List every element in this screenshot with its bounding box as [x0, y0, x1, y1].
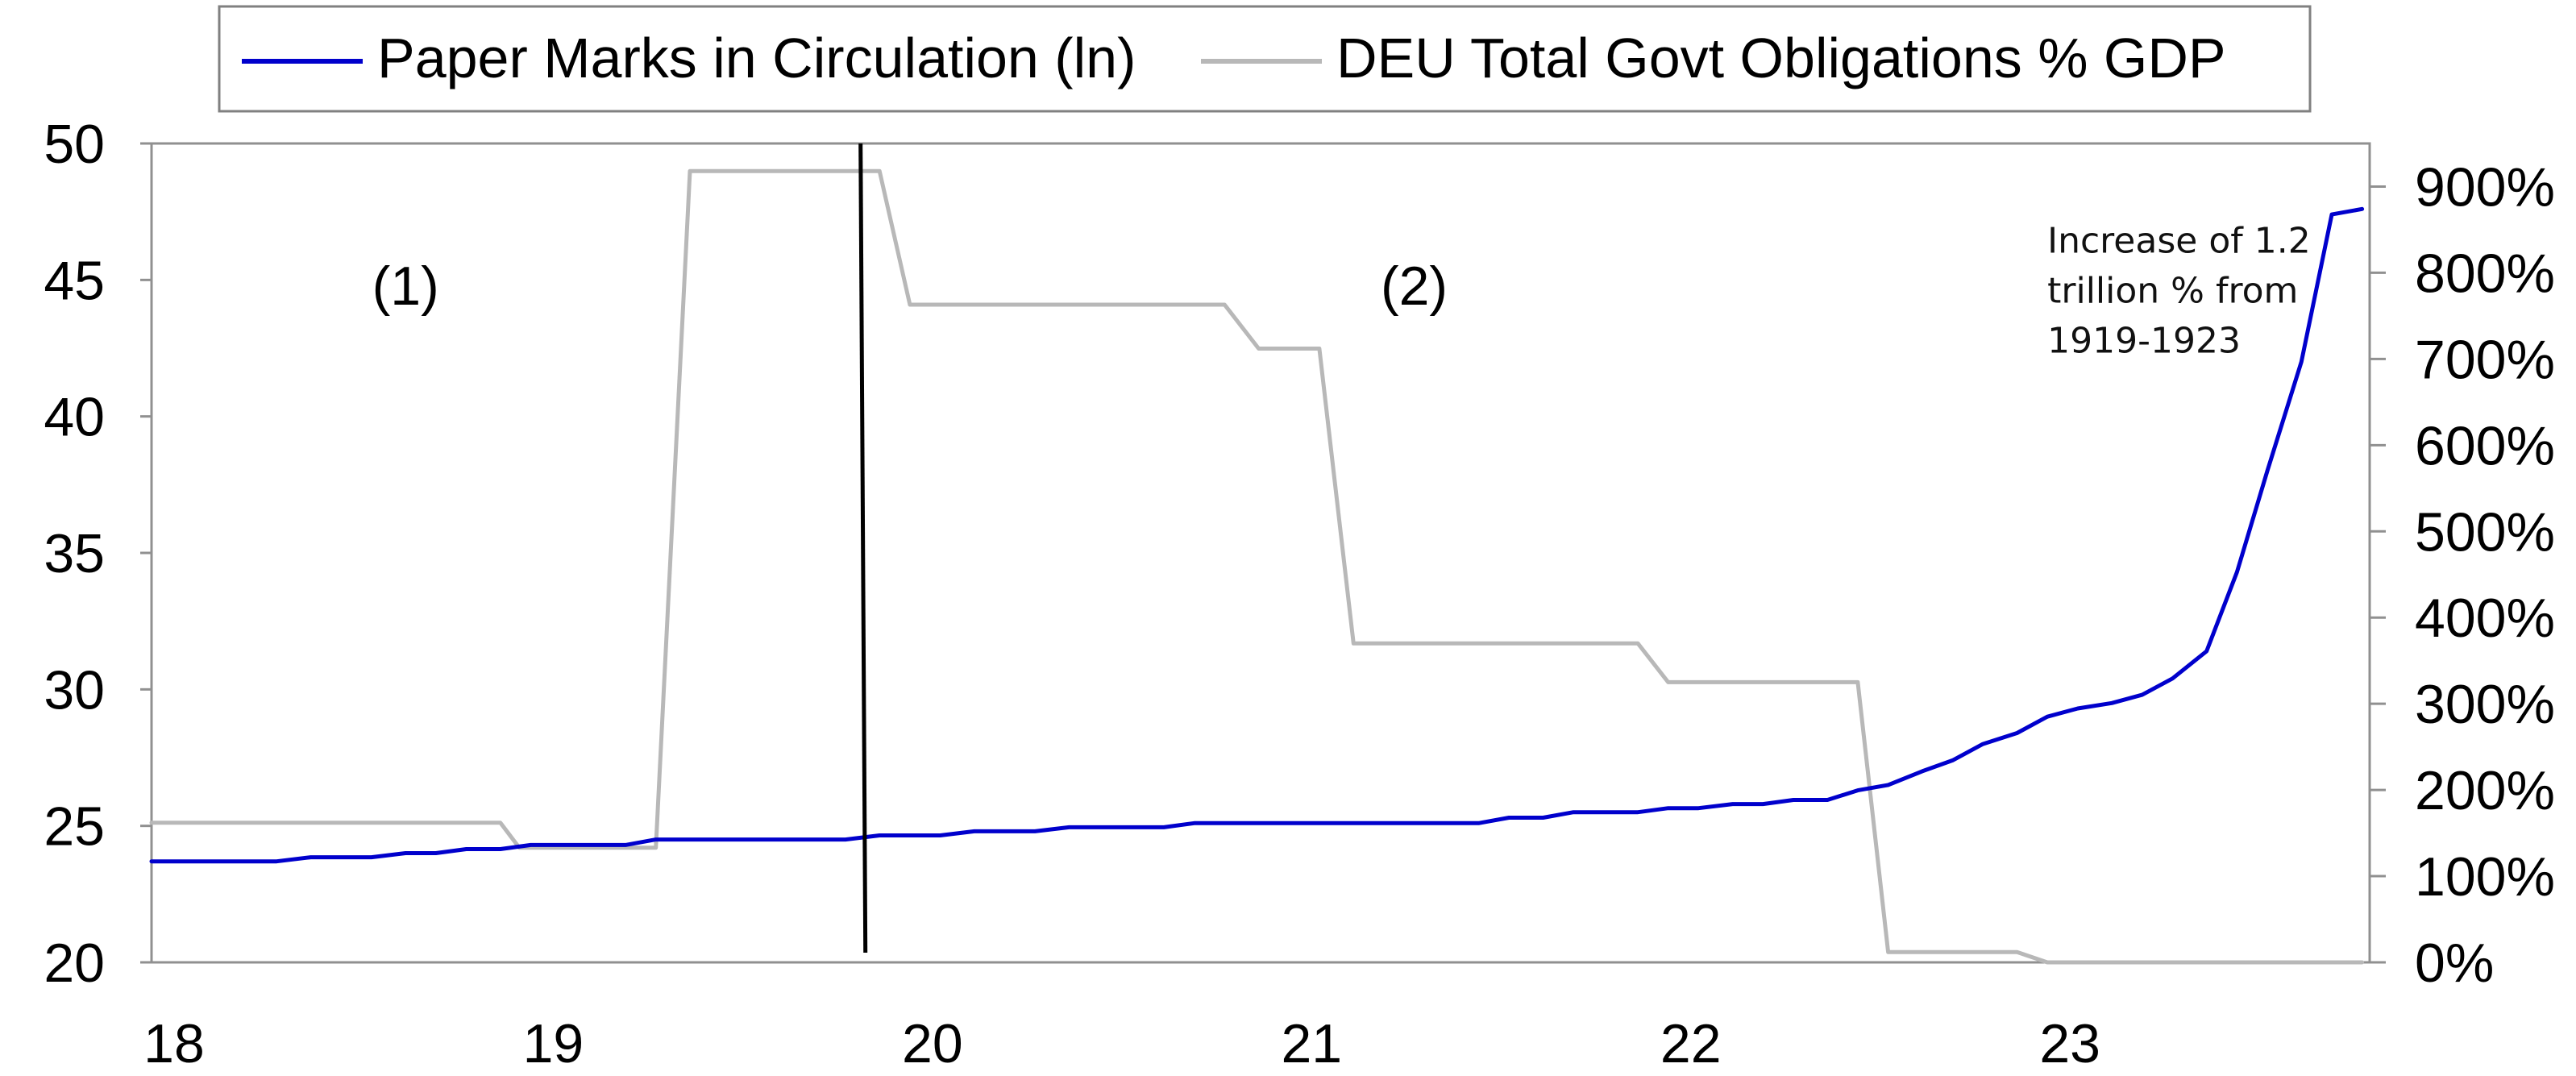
increase-note-line-1: Increase of 1.2 [2047, 220, 2311, 261]
right-axis-tick-label: 100% [2415, 846, 2555, 908]
legend-label-paper-marks: Paper Marks in Circulation (ln) [377, 27, 1136, 89]
series-layer [149, 168, 2365, 965]
increase-note-line-3: 1919-1923 [2047, 320, 2241, 361]
increase-note-line-2: trillion % from [2047, 270, 2298, 311]
series-line-govt-obligations [149, 168, 2365, 965]
right-axis-tick-label: 400% [2415, 588, 2555, 649]
increase-note: Increase of 1.2 trillion % from 1919-192… [2047, 220, 2322, 361]
region-1-label: (1) [372, 255, 439, 317]
right-axis-tick-label: 700% [2415, 329, 2555, 390]
left-axis-tick-label: 50 [44, 114, 105, 175]
vertical-marker-line [858, 143, 868, 953]
x-axis-tick-label: 19 [523, 1013, 584, 1074]
left-axis-tick-label: 35 [44, 523, 105, 584]
x-axis-tick-label: 23 [2039, 1013, 2100, 1074]
left-axis-tick-label: 25 [44, 796, 105, 858]
left-axis-tick-label: 40 [44, 387, 105, 448]
right-axis-tick-label: 300% [2415, 674, 2555, 735]
left-axis-tick-label: 20 [44, 933, 105, 994]
right-axis: 0% 100% 200% 300% 400% 500% 600% 700% 800% 900% [2370, 156, 2555, 994]
plot-area [150, 142, 2371, 964]
right-axis-tick-label: 800% [2415, 243, 2555, 304]
legend-label-govt-obligations: DEU Total Govt Obligations % GDP [1336, 27, 2226, 89]
x-axis-tick-label: 21 [1281, 1013, 1342, 1074]
region-2-label: (2) [1381, 255, 1448, 317]
left-axis-tick-label: 30 [44, 659, 105, 721]
legend: Paper Marks in Circulation (ln) DEU Tota… [218, 5, 2312, 113]
right-axis-tick-label: 500% [2415, 501, 2555, 563]
x-axis-tick-label: 20 [902, 1013, 963, 1074]
left-axis: 20 25 30 35 40 45 50 [44, 114, 152, 994]
x-axis-tick-label: 22 [1660, 1013, 1722, 1074]
x-axis: 18 19 20 21 22 23 [143, 1013, 2100, 1074]
right-axis-tick-label: 0% [2415, 933, 2494, 994]
left-axis-tick-label: 45 [44, 250, 105, 311]
right-axis-tick-label: 200% [2415, 760, 2555, 821]
right-axis-tick-label: 600% [2415, 415, 2555, 476]
marker-layer [858, 143, 868, 953]
series-line-paper-marks [149, 206, 2365, 864]
right-axis-tick-label: 900% [2415, 156, 2555, 218]
x-axis-tick-label: 18 [143, 1013, 205, 1074]
